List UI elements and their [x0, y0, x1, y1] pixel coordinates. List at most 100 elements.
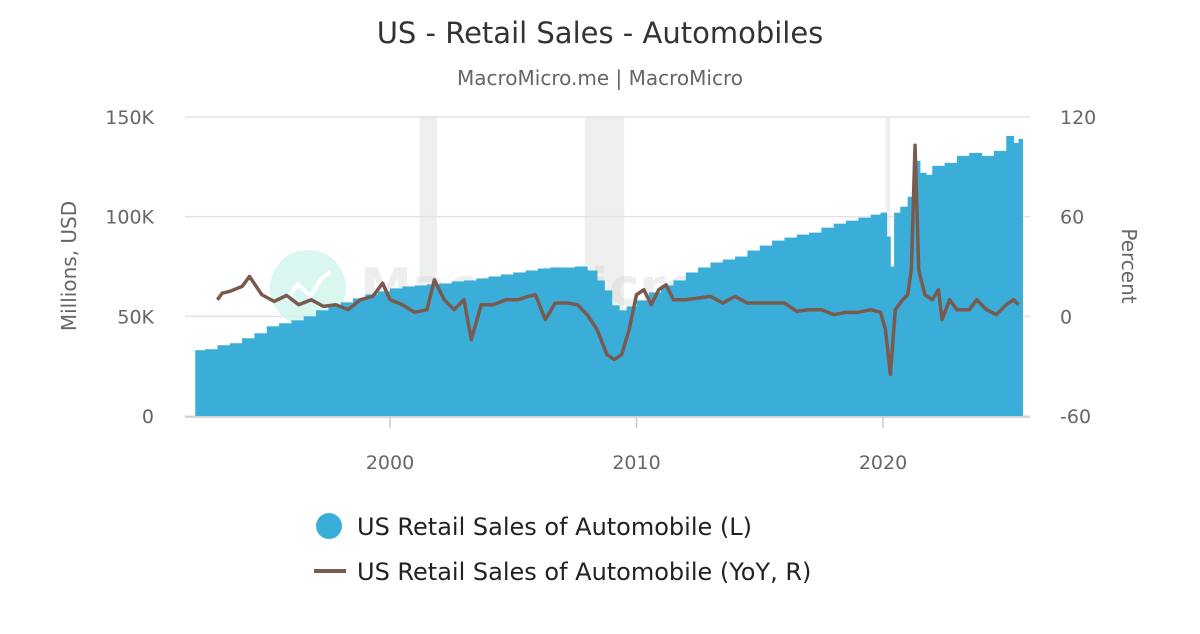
chart-title: US - Retail Sales - Automobiles	[377, 16, 824, 50]
bar	[328, 306, 342, 416]
line-point	[596, 329, 598, 331]
bar	[661, 285, 674, 416]
bar	[525, 270, 539, 416]
bar	[969, 152, 982, 416]
bar	[537, 268, 551, 416]
bar	[926, 174, 933, 416]
bar	[981, 155, 995, 416]
bar	[626, 306, 637, 416]
watermark-logo-line-icon	[284, 270, 332, 302]
line-point	[914, 144, 916, 146]
bar	[685, 272, 699, 416]
line-point	[902, 299, 904, 301]
line-point	[359, 299, 361, 301]
legend-item-line[interactable]: US Retail Sales of Automobile (YoY, R)	[314, 558, 811, 586]
line-point	[621, 354, 623, 356]
line-point	[910, 269, 912, 271]
bar	[439, 283, 453, 416]
legend-line-label: US Retail Sales of Automobile (YoY, R)	[357, 558, 811, 586]
bar	[993, 150, 1007, 417]
y-right-tick-label: -60	[1060, 406, 1091, 428]
line-point	[433, 279, 435, 281]
line-point	[697, 297, 699, 299]
y-axis-right: -60 0 60 120	[1060, 107, 1096, 428]
bar	[944, 162, 958, 416]
bar	[759, 245, 773, 416]
line-point	[949, 299, 951, 301]
bar	[900, 206, 909, 416]
line-point	[389, 299, 391, 301]
bar	[574, 266, 588, 416]
line-point	[470, 339, 472, 341]
y-left-tick-label: 50K	[117, 306, 154, 328]
bar	[365, 294, 379, 416]
y-axis-right-label: Percent	[1117, 228, 1141, 303]
line-point	[746, 302, 748, 304]
line-point	[833, 314, 835, 316]
legend-bar-marker-icon	[316, 513, 342, 539]
line-point	[976, 299, 978, 301]
y-right-tick-label: 60	[1060, 207, 1084, 229]
line-point	[310, 299, 312, 301]
line-point	[372, 295, 374, 297]
line-point	[722, 302, 724, 304]
bar	[722, 259, 736, 416]
bar	[291, 320, 305, 416]
bar	[604, 290, 613, 416]
bar	[550, 267, 563, 416]
bar	[907, 196, 915, 416]
line-point	[517, 299, 519, 301]
line-point	[995, 314, 997, 316]
bar	[266, 326, 280, 416]
x-tick-label: 2020	[859, 452, 907, 474]
chart-subtitle: MacroMicro.me | MacroMicro	[457, 66, 743, 90]
x-tick-label: 2010	[612, 452, 660, 474]
line-point	[665, 284, 667, 286]
line-point	[931, 299, 933, 301]
line-point	[709, 295, 711, 297]
line-point	[606, 354, 608, 356]
bar	[205, 349, 218, 416]
line-point	[924, 294, 926, 296]
bar	[846, 220, 859, 416]
line-point	[586, 314, 588, 316]
bar	[195, 350, 206, 416]
line-point	[672, 299, 674, 301]
line-point	[1005, 304, 1007, 306]
line-point	[335, 304, 337, 306]
bar	[476, 278, 489, 416]
y-right-tick-label: 0	[1060, 306, 1072, 328]
bar	[279, 323, 292, 416]
bar	[1013, 142, 1019, 416]
line-point	[261, 294, 263, 296]
line-point	[216, 299, 218, 301]
line-point	[968, 309, 970, 311]
bar	[254, 333, 268, 416]
bar	[562, 267, 576, 416]
line-point	[544, 319, 546, 321]
line-point	[229, 290, 231, 292]
line-point	[884, 329, 886, 331]
legend-item-bars[interactable]: US Retail Sales of Automobile (L)	[316, 513, 752, 541]
line-point	[941, 319, 943, 321]
line-point	[771, 302, 773, 304]
bar	[673, 280, 687, 416]
line-point	[783, 302, 785, 304]
bar	[1018, 138, 1023, 416]
line-point	[937, 289, 939, 291]
bar	[587, 270, 598, 416]
line-point	[534, 294, 536, 296]
x-tick-label: 2000	[366, 452, 414, 474]
bar	[402, 286, 416, 416]
bar	[611, 305, 620, 416]
bar	[316, 310, 329, 416]
bar	[377, 291, 391, 416]
bar	[636, 300, 650, 416]
bar	[747, 250, 761, 416]
line-point	[322, 305, 324, 307]
line-point	[527, 295, 529, 297]
bar	[772, 240, 785, 416]
line-point	[480, 304, 482, 306]
line-point	[426, 309, 428, 311]
